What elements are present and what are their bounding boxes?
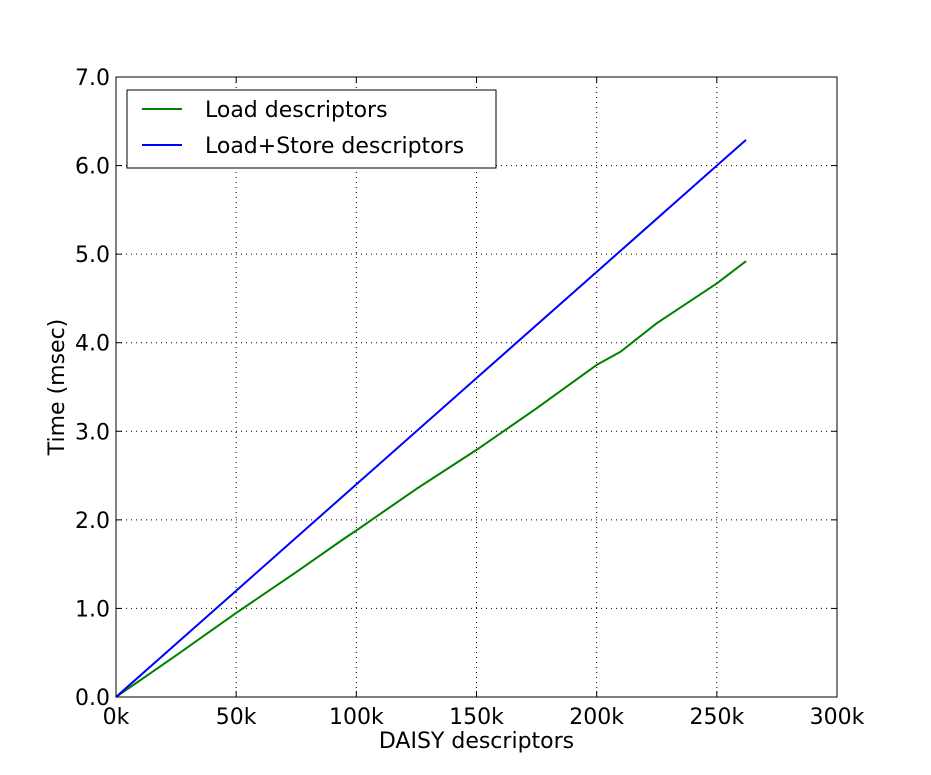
y-tick-label: 6.0 bbox=[75, 155, 110, 180]
x-tick-label: 0k bbox=[103, 705, 130, 730]
x-axis-label: DAISY descriptors bbox=[379, 729, 574, 754]
y-tick-label: 1.0 bbox=[75, 597, 110, 622]
series-line-load bbox=[115, 260, 747, 698]
y-tick-label: 2.0 bbox=[75, 509, 110, 534]
series-line-load-store bbox=[115, 139, 747, 698]
y-tick-label: 0.0 bbox=[75, 686, 110, 711]
legend: Load descriptors Load+Store descriptors bbox=[126, 89, 497, 169]
x-tick-label: 150k bbox=[449, 705, 504, 730]
y-tick-label: 5.0 bbox=[75, 243, 110, 268]
y-axis-label: Time (msec) bbox=[45, 319, 70, 457]
series-layer bbox=[115, 139, 747, 698]
y-tick-label: 3.0 bbox=[75, 420, 110, 445]
tick-layer: 0k 50k 100k 150k 200k 250k 300k 0.0 1.0 2.0 3.0 4.0… bbox=[75, 66, 865, 730]
x-tick-label: 50k bbox=[216, 705, 257, 730]
x-tick-label: 300k bbox=[810, 705, 865, 730]
y-tick-label: 7.0 bbox=[75, 66, 110, 91]
x-tick-label: 250k bbox=[689, 705, 744, 730]
x-tick-label: 200k bbox=[569, 705, 624, 730]
legend-label-load: Load descriptors bbox=[205, 98, 388, 123]
x-tick-label: 100k bbox=[329, 705, 384, 730]
y-tick-label: 4.0 bbox=[75, 332, 110, 357]
legend-label-load-store: Load+Store descriptors bbox=[205, 134, 464, 159]
legend-box bbox=[126, 89, 497, 169]
